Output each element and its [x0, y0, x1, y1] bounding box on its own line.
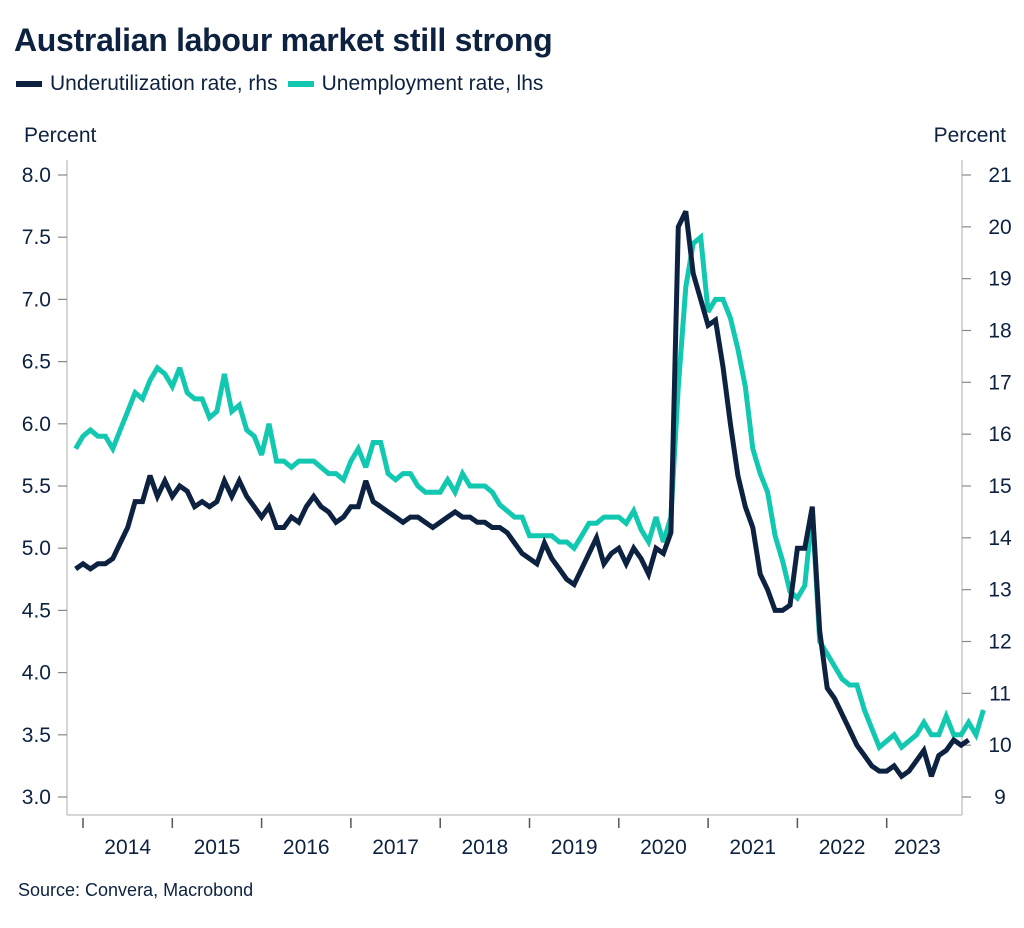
x-tick-label: 2021	[729, 836, 776, 859]
x-tick-label: 2023	[894, 836, 941, 859]
x-tick-label: 2016	[283, 836, 330, 859]
right-tick-label: 13	[988, 579, 1011, 602]
left-axis-ticks: 8.0 7.5 7.0 6.5 6.0 5.5 5.0 4.5 4.0 3.5 3.0	[22, 164, 67, 809]
x-tick-label: 2019	[551, 836, 598, 859]
chart-title: Australian labour market still strong	[14, 22, 553, 58]
plot-frame	[66, 160, 963, 816]
right-tick-label: 21	[988, 164, 1011, 187]
x-tick-label: 2020	[640, 836, 687, 859]
left-tick-label: 5.5	[22, 475, 51, 498]
left-tick-label: 3.5	[22, 724, 51, 747]
legend-swatch-underutilization	[16, 81, 42, 87]
series-line-underutilization	[74, 210, 971, 780]
legend-label-underutilization: Underutilization rate, rhs	[50, 72, 278, 95]
x-tick-label: 2022	[819, 836, 866, 859]
x-axis-ticks: 2014 2015 2016 2017 2018 2019 2020 2021 2022 2023	[82, 818, 941, 859]
source-note: Source: Convera, Macrobond	[18, 880, 254, 900]
left-tick-label: 4.0	[22, 662, 51, 685]
left-tick-label: 5.0	[22, 537, 51, 560]
left-tick-label: 6.5	[22, 351, 51, 374]
right-tick-label: 18	[988, 320, 1011, 343]
right-tick-label: 15	[988, 475, 1011, 498]
left-tick-label: 4.5	[22, 599, 51, 622]
right-tick-label: 14	[988, 527, 1012, 550]
left-tick-label: 7.0	[22, 288, 51, 311]
right-tick-label: 10	[988, 734, 1011, 757]
x-tick-label: 2018	[461, 836, 508, 859]
left-tick-label: 6.0	[22, 413, 51, 436]
legend-item-underutilization: Underutilization rate, rhs	[16, 72, 278, 96]
left-tick-label: 3.0	[22, 786, 51, 809]
right-axis-label: Percent	[933, 124, 1006, 147]
right-tick-label: 16	[988, 423, 1011, 446]
legend: Underutilization rate, rhs Unemployment …	[16, 72, 553, 96]
x-tick-label: 2017	[372, 836, 419, 859]
right-tick-label: 17	[988, 371, 1011, 394]
right-tick-label: 12	[988, 631, 1011, 654]
left-tick-label: 8.0	[22, 164, 51, 187]
series-line-unemployment	[73, 232, 986, 752]
right-axis-ticks: 21 20 19 18 17 16 15 14 13 12 11 10 9	[962, 164, 1012, 809]
left-tick-label: 7.5	[22, 226, 51, 249]
series-lines	[73, 210, 986, 780]
x-tick-label: 2014	[104, 836, 151, 859]
right-tick-label: 19	[988, 268, 1011, 291]
x-tick-label: 2015	[194, 836, 241, 859]
legend-label-unemployment: Unemployment rate, lhs	[321, 72, 544, 95]
right-tick-label: 11	[989, 682, 1011, 705]
legend-item-unemployment: Unemployment rate, lhs	[287, 72, 544, 96]
legend-swatch-unemployment	[287, 81, 314, 87]
right-tick-label: 9	[994, 786, 1006, 809]
right-tick-label: 20	[988, 216, 1011, 239]
left-axis-label: Percent	[24, 124, 97, 147]
